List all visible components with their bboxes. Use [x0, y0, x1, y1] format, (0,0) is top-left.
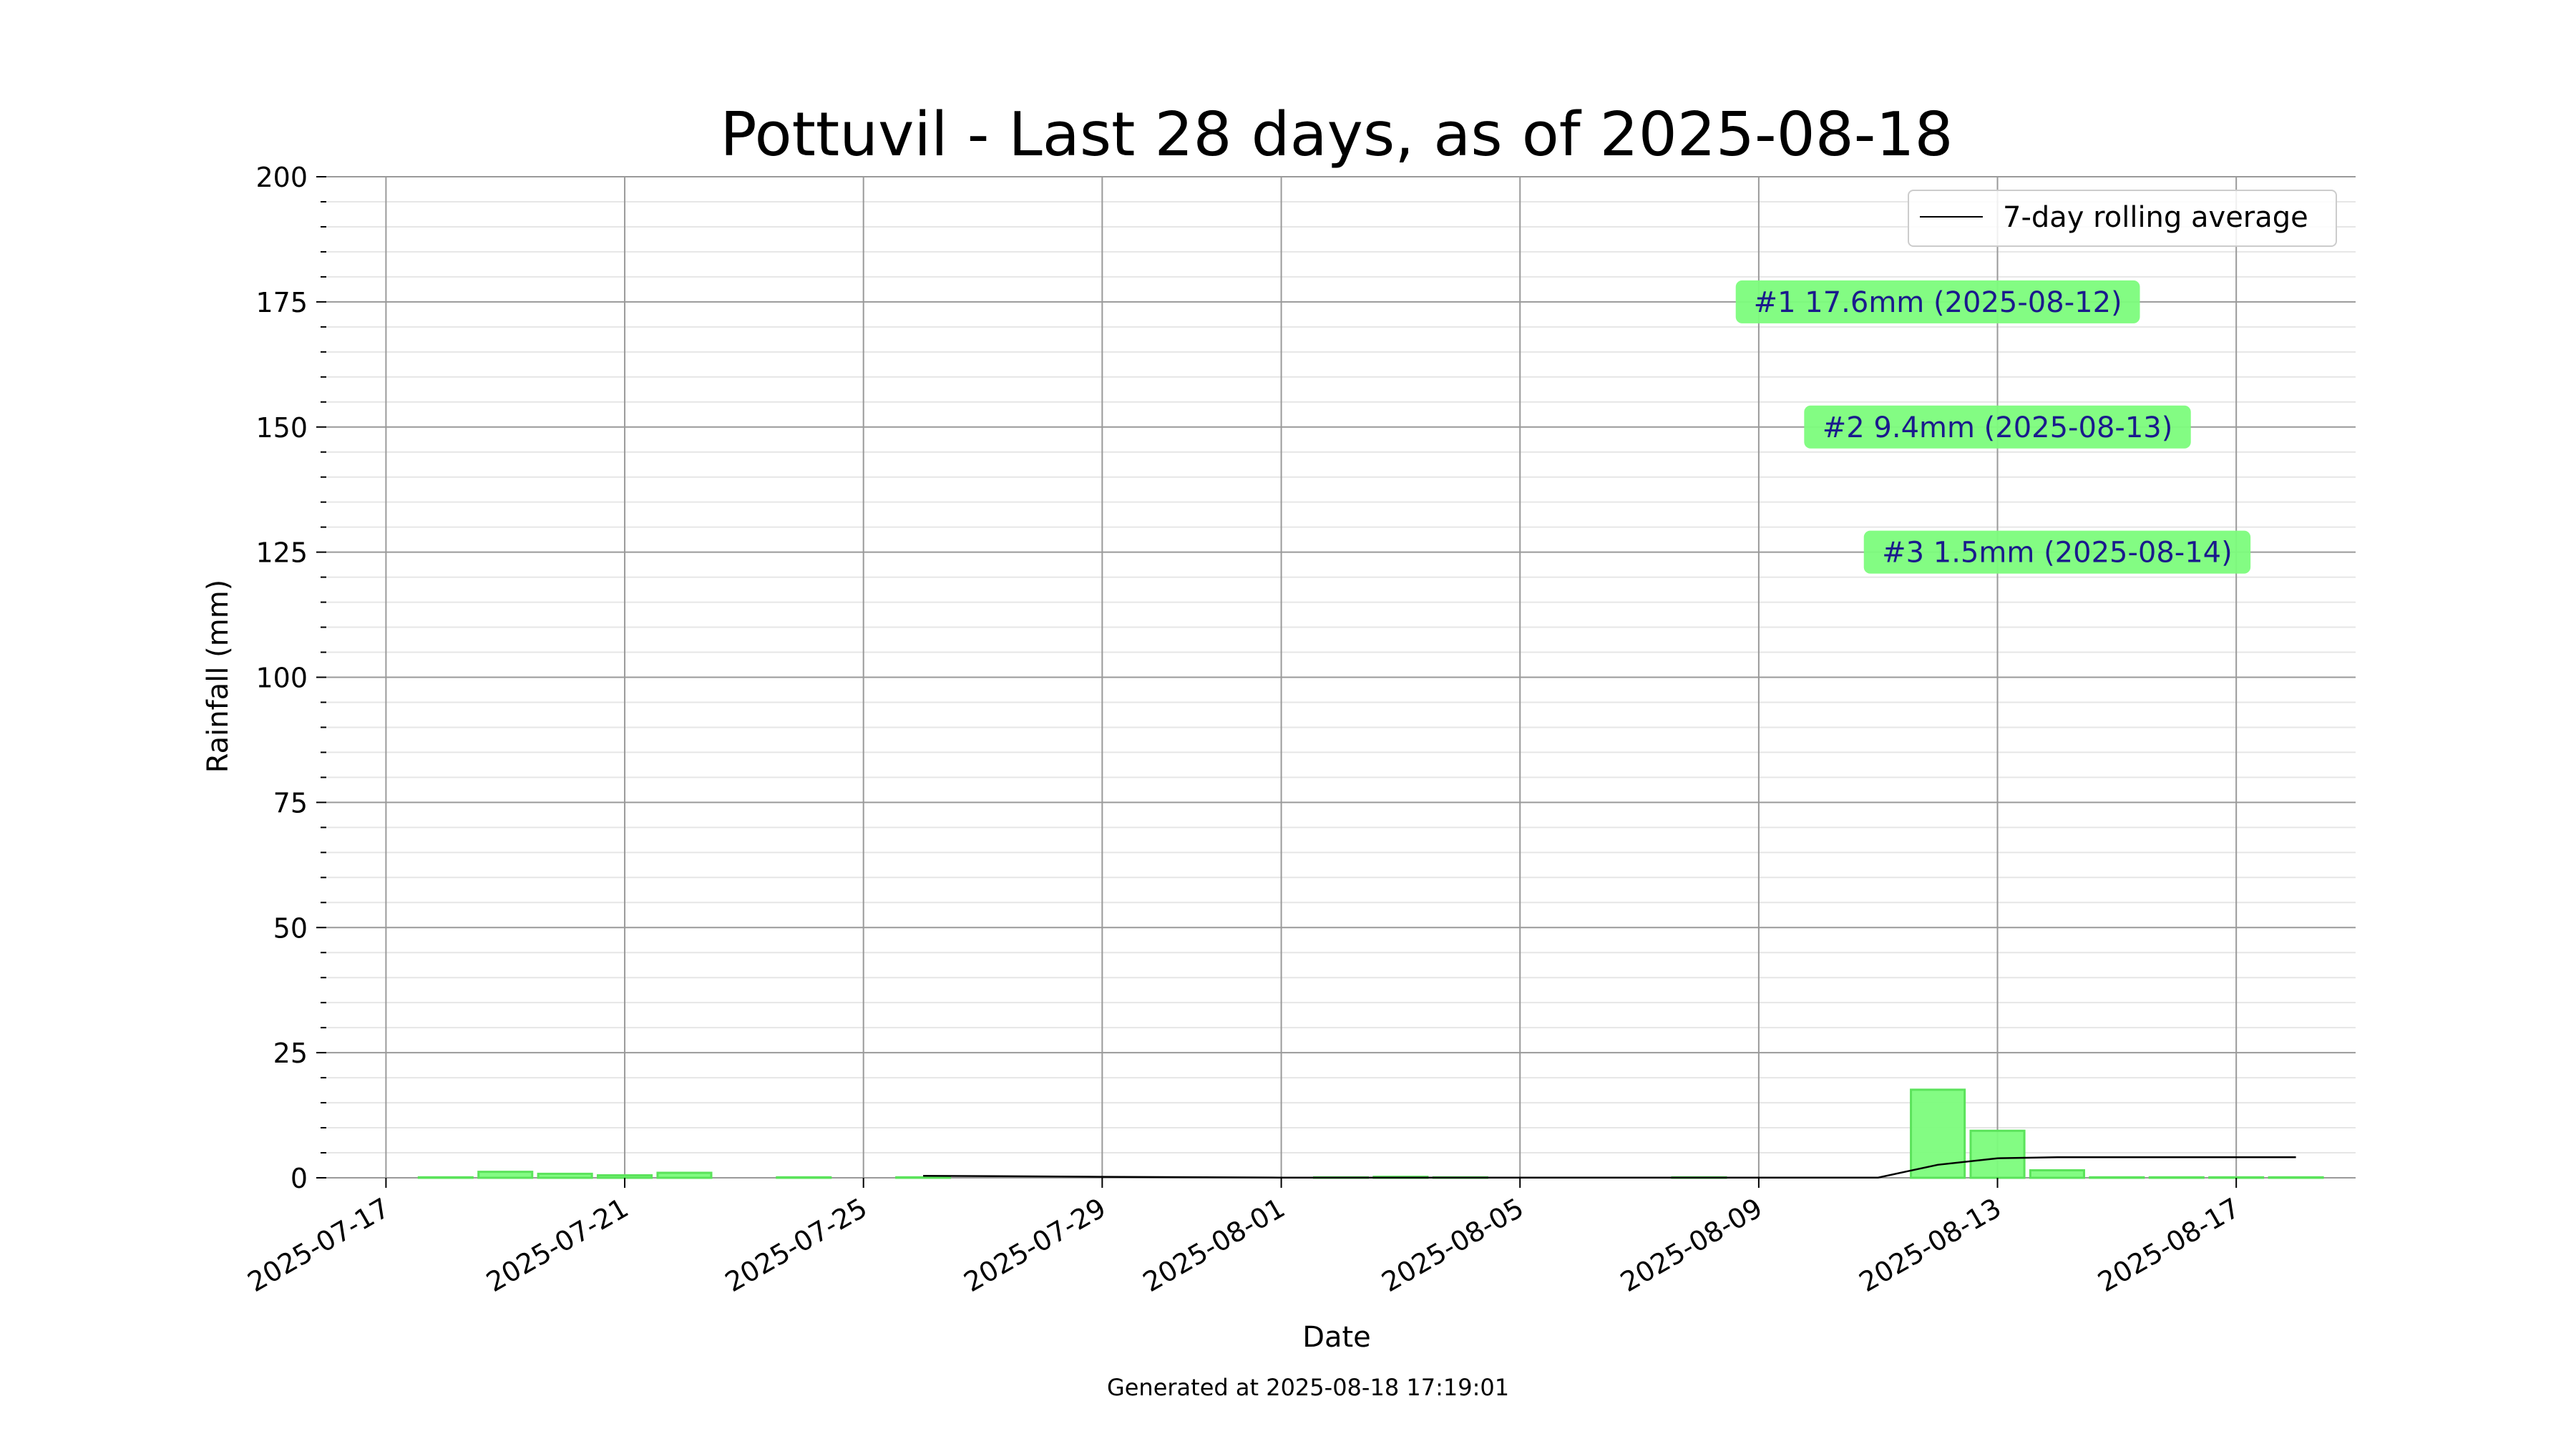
rainfall-bar: [2089, 1176, 2145, 1179]
y-tick-label: 50: [273, 912, 308, 944]
y-tick-label: 125: [255, 537, 308, 569]
rolling-average-line-group: [923, 1156, 2296, 1179]
rainfall-bar: [2208, 1176, 2265, 1179]
x-tick-label: 2025-07-17: [243, 1192, 395, 1299]
x-axis-title: Date: [1302, 1321, 1371, 1354]
rainfall-bar: [895, 1176, 952, 1179]
annotations: #1 17.6mm (2025-08-12) #2 9.4mm (2025-08-…: [1735, 280, 2251, 574]
rainfall-bar: [2029, 1169, 2085, 1179]
x-tick-label: 2025-08-13: [1854, 1192, 2006, 1299]
y-tick-label: 200: [255, 162, 308, 193]
y-tick-label: 75: [273, 787, 308, 819]
legend-box: [1908, 190, 2337, 247]
rainfall-bar: [417, 1176, 474, 1179]
rolling-average-line: [923, 1156, 2296, 1179]
generated-timestamp: Generated at 2025-08-18 17:19:01: [1107, 1374, 1509, 1401]
y-tick-label: 175: [255, 287, 308, 318]
top-rainfall-annotation-box: [1735, 280, 2140, 323]
x-tick-label: 2025-07-25: [720, 1192, 872, 1299]
x-tick-label: 2025-08-17: [2092, 1192, 2245, 1299]
top-rainfall-annotation-label: #1 17.6mm (2025-08-12): [1754, 286, 2122, 319]
y-tick-label: 100: [255, 663, 308, 694]
rainfall-bar: [477, 1171, 534, 1179]
x-tick-label: 2025-07-29: [959, 1192, 1111, 1299]
chart-title: Pottuvil - Last 28 days, as of 2025-08-1…: [720, 99, 1953, 170]
rainfall-bar: [1969, 1129, 2026, 1179]
x-tick-label: 2025-07-21: [481, 1192, 633, 1299]
rainfall-bar: [2148, 1176, 2205, 1179]
rainfall-bar: [776, 1176, 832, 1179]
x-tick-label: 2025-08-05: [1376, 1192, 1528, 1299]
x-tick-label: 2025-08-09: [1615, 1192, 1767, 1299]
y-tick-label: 150: [255, 412, 308, 444]
top-rainfall-annotation-box: [1863, 530, 2251, 574]
rainfall-bar: [537, 1172, 593, 1179]
rainfall-bar: [2268, 1176, 2324, 1179]
rainfall-bar: [597, 1174, 653, 1179]
top-rainfall-annotation-label: #2 9.4mm (2025-08-13): [1823, 411, 2173, 444]
y-tick-label: 25: [273, 1038, 308, 1069]
top-rainfall-annotation-box: [1804, 405, 2191, 449]
grid: [326, 176, 2356, 1179]
y-tick-label: 0: [291, 1163, 308, 1194]
x-tick-label: 2025-08-01: [1138, 1192, 1290, 1299]
legend-label: 7-day rolling average: [2003, 201, 2308, 234]
legend: 7-day rolling average: [1908, 190, 2337, 247]
y-axis-title: Rainfall (mm): [202, 580, 235, 774]
rainfall-bar: [656, 1171, 713, 1179]
top-rainfall-annotation-label: #3 1.5mm (2025-08-14): [1882, 537, 2233, 570]
